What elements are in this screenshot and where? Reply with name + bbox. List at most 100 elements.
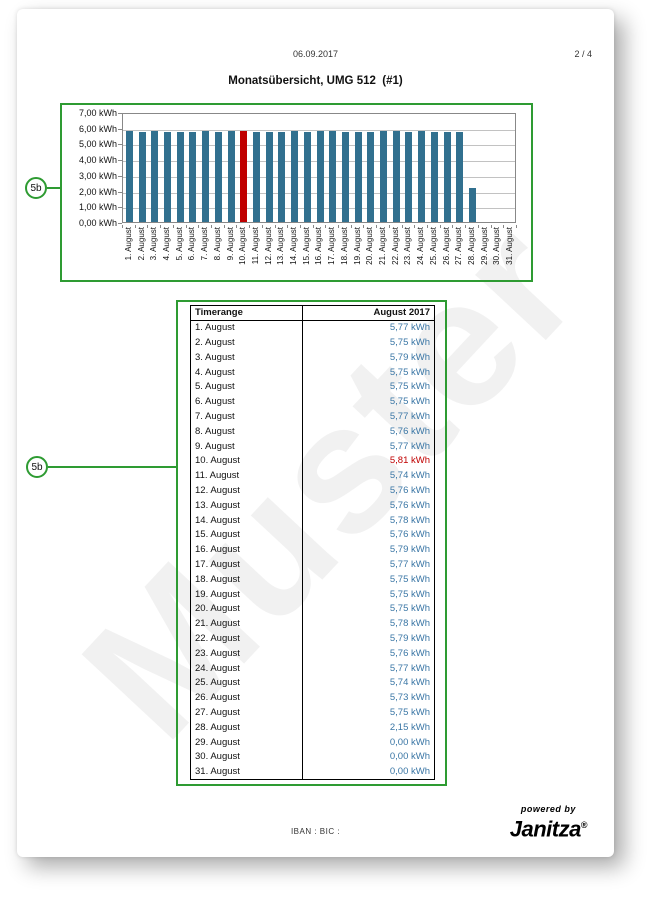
table-row: 22. August 5,79 kWh <box>190 631 435 646</box>
value-cell: 5,76 kWh <box>389 647 430 659</box>
x-axis-tick <box>439 225 441 228</box>
value-cell: 5,76 kWh <box>389 529 430 541</box>
timerange-cell: 21. August <box>190 616 303 632</box>
value-cell: 5,77 kWh <box>389 410 430 422</box>
logo-powered-by: powered by <box>520 804 576 814</box>
x-axis-tick <box>312 225 314 228</box>
table-row: 2. August 5,75 kWh <box>190 335 435 350</box>
x-axis-tick <box>160 225 162 228</box>
timerange-cell: 23. August <box>190 645 303 661</box>
bar <box>303 131 311 222</box>
y-axis-tick-label: 7,00 kWh <box>78 108 117 118</box>
value-cell: 5,74 kWh <box>389 470 430 482</box>
timerange-cell: 24. August <box>190 660 303 676</box>
table-row: 19. August 5,75 kWh <box>190 586 435 602</box>
bar <box>151 131 159 222</box>
bar <box>125 131 133 222</box>
x-axis-tick <box>452 225 454 228</box>
x-axis-tick-label: 7. August <box>200 227 210 261</box>
table-row: 9. August 5,77 kWh <box>190 438 435 454</box>
timerange-cell: 27. August <box>190 705 303 720</box>
bar <box>367 131 375 222</box>
table-row: 27. August 5,75 kWh <box>190 705 435 720</box>
x-axis-tick <box>122 225 123 228</box>
callout-connector-line <box>48 466 176 468</box>
table-row: 12. August 5,76 kWh <box>190 483 435 498</box>
x-axis-tick <box>236 225 238 228</box>
table-row: 6. August 5,75 kWh <box>190 394 435 410</box>
x-axis-tick-label: 11. August <box>250 227 260 265</box>
timerange-cell: 14. August <box>190 512 303 528</box>
table-row: 23. August 5,76 kWh <box>190 645 435 661</box>
bar <box>278 131 286 222</box>
y-axis-tick <box>118 144 122 146</box>
bar <box>176 131 184 222</box>
value-cell: 5,76 kWh <box>389 425 430 437</box>
value-cell: 0,00 kWh <box>389 751 430 763</box>
report-page: Muster 06.09.2017 2 / 4 Monatsübersicht,… <box>17 9 617 857</box>
table-row: 16. August 5,79 kWh <box>190 542 435 558</box>
callout-connector-line <box>47 187 61 189</box>
value-cell: 5,77 kWh <box>389 558 430 570</box>
value-cell: 5,75 kWh <box>389 588 430 600</box>
value-cell: 5,77 kWh <box>389 662 430 674</box>
table-row: 10. August 5,81 kWh <box>190 453 435 469</box>
x-axis-tick-label: 13. August <box>276 227 286 265</box>
y-axis-tick <box>118 175 122 177</box>
x-axis-tick-label: 29. August <box>479 227 489 265</box>
timerange-cell: 4. August <box>190 364 303 380</box>
timerange-cell: 13. August <box>190 497 303 513</box>
table-row: 29. August 0,00 kWh <box>190 734 435 750</box>
value-cell: 0,00 kWh <box>389 765 430 777</box>
x-axis-tick <box>261 225 263 228</box>
timerange-cell: 11. August <box>190 468 303 484</box>
bar <box>291 131 299 222</box>
bar <box>443 131 451 222</box>
x-axis-tick-label: 8. August <box>212 227 222 261</box>
bar <box>341 131 349 222</box>
value-cell: 5,78 kWh <box>389 618 430 630</box>
month-column-header: August 2017 <box>302 305 435 321</box>
x-axis-tick-label: 1. August <box>123 227 133 261</box>
y-axis-tick <box>118 160 122 162</box>
bar-highlighted <box>240 130 248 222</box>
value-cell: 5,77 kWh <box>389 440 430 452</box>
y-axis-tick-label: 4,00 kWh <box>78 155 117 166</box>
logo-brand-name: Janitza® <box>509 816 588 842</box>
value-cell: 5,79 kWh <box>389 632 430 644</box>
x-axis-tick-label: 27. August <box>454 227 464 265</box>
x-axis-tick <box>287 225 289 228</box>
timerange-cell: 18. August <box>190 571 303 587</box>
value-cell: 5,74 kWh <box>389 677 430 689</box>
table-row: 21. August 5,78 kWh <box>190 616 435 632</box>
timerange-cell: 10. August <box>190 453 303 469</box>
value-cell: 5,78 kWh <box>389 514 430 526</box>
x-axis-tick-label: 18. August <box>339 227 349 265</box>
table-row: 24. August 5,77 kWh <box>190 660 435 676</box>
timerange-cell: 26. August <box>190 690 303 706</box>
bar <box>380 131 388 222</box>
callout-badge-chart: 5b <box>25 177 47 199</box>
table-row: 31. August 0,00 kWh <box>190 764 435 779</box>
callout-label: 5b <box>31 461 43 473</box>
bar <box>138 131 146 222</box>
value-cell: 5,75 kWh <box>389 366 430 378</box>
page-title: Monatsübersicht, UMG 512 (#1) <box>228 75 403 87</box>
x-axis-tick-label: 6. August <box>187 227 197 261</box>
table-row: 11. August 5,74 kWh <box>190 468 435 484</box>
timerange-cell: 19. August <box>190 586 303 602</box>
x-axis-tick-label: 17. August <box>327 227 337 265</box>
x-axis-tick-label: 22. August <box>390 227 400 265</box>
y-axis-tick-label: 6,00 kWh <box>78 123 117 134</box>
value-cell: 5,75 kWh <box>389 573 430 585</box>
x-axis-tick-label: 9. August <box>225 227 235 261</box>
x-axis-tick <box>350 225 352 228</box>
table-row: 13. August 5,76 kWh <box>190 497 435 513</box>
table-row: 25. August 5,74 kWh <box>190 675 435 691</box>
bar <box>456 131 464 222</box>
value-cell: 2,15 kWh <box>389 721 430 733</box>
bar <box>163 131 171 222</box>
x-axis-tick <box>274 225 276 228</box>
page-indicator: 2 / 4 <box>574 49 592 59</box>
timerange-cell: 22. August <box>190 631 303 646</box>
